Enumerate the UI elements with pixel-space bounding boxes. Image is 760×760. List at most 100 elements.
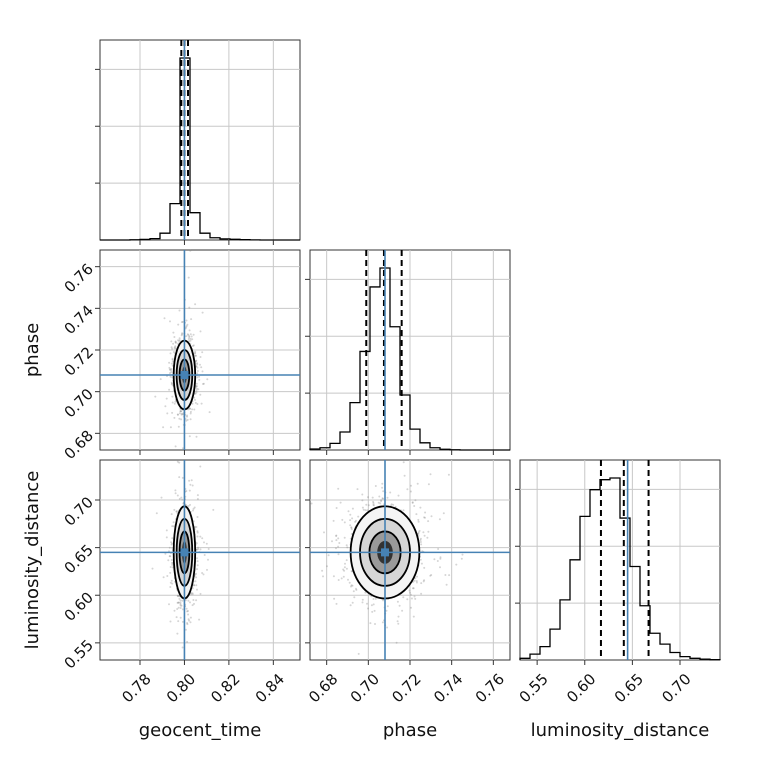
sample-point bbox=[371, 496, 374, 499]
x-tick-label: 0.65 bbox=[611, 670, 647, 706]
sample-point bbox=[337, 487, 340, 490]
sample-point bbox=[168, 361, 171, 364]
sample-point bbox=[194, 401, 197, 404]
sample-point bbox=[188, 435, 191, 438]
sample-point bbox=[427, 520, 430, 523]
sample-point bbox=[206, 568, 208, 571]
sample-point bbox=[170, 543, 173, 546]
sample-point bbox=[181, 333, 184, 336]
sample-point bbox=[168, 368, 171, 371]
sample-point bbox=[190, 593, 192, 596]
sample-point bbox=[415, 513, 418, 516]
sample-point bbox=[185, 490, 188, 492]
sample-point bbox=[352, 590, 355, 593]
sample-point bbox=[162, 576, 165, 579]
sample-point bbox=[351, 507, 354, 510]
sample-point bbox=[171, 357, 174, 360]
sample-point bbox=[409, 593, 412, 596]
sample-point bbox=[187, 610, 189, 612]
sample-point bbox=[197, 546, 199, 549]
sample-point bbox=[343, 536, 346, 539]
sample-point bbox=[189, 418, 192, 421]
sample-point bbox=[416, 482, 419, 485]
sample-point bbox=[429, 574, 432, 577]
x-tick-label: 0.70 bbox=[347, 670, 383, 706]
sample-point bbox=[382, 490, 385, 493]
sample-point bbox=[208, 411, 211, 414]
sample-point bbox=[354, 520, 357, 523]
sample-point bbox=[181, 476, 184, 479]
sample-point bbox=[347, 510, 350, 513]
sample-point bbox=[175, 510, 178, 513]
sample-point bbox=[351, 517, 354, 520]
sample-point bbox=[175, 510, 178, 513]
sample-point bbox=[192, 599, 195, 601]
sample-point bbox=[424, 516, 426, 519]
sample-point bbox=[191, 484, 194, 487]
sample-point bbox=[181, 620, 184, 623]
sample-point bbox=[196, 535, 199, 538]
sample-point bbox=[196, 372, 199, 375]
sample-point bbox=[447, 473, 450, 476]
x-tick-label: 0.78 bbox=[118, 670, 154, 706]
sample-point bbox=[419, 537, 422, 540]
sample-point bbox=[196, 370, 199, 372]
sample-point bbox=[171, 542, 174, 545]
x-tick-label: 0.72 bbox=[388, 670, 424, 706]
sample-point bbox=[189, 410, 192, 413]
truth-marker bbox=[381, 548, 389, 557]
sample-point bbox=[180, 413, 183, 416]
sample-point bbox=[178, 417, 181, 420]
sample-point bbox=[419, 541, 422, 543]
sample-point bbox=[343, 521, 346, 524]
sample-point bbox=[322, 575, 324, 578]
sample-point bbox=[433, 558, 436, 561]
sample-point bbox=[398, 604, 401, 607]
sample-point bbox=[174, 340, 177, 343]
sample-point bbox=[178, 412, 181, 415]
x-tick-label: 0.74 bbox=[430, 670, 466, 706]
sample-point bbox=[372, 503, 375, 506]
sample-point bbox=[189, 621, 192, 624]
sample-point bbox=[196, 494, 199, 497]
y-tick-label: 0.70 bbox=[61, 385, 97, 421]
sample-point bbox=[188, 336, 191, 339]
sample-point bbox=[377, 501, 380, 504]
sample-point bbox=[327, 554, 330, 557]
sample-point bbox=[178, 497, 181, 500]
sample-point bbox=[174, 489, 177, 492]
sample-point bbox=[180, 321, 183, 324]
sample-point bbox=[177, 620, 180, 623]
panel-phase-vs-luminosity_distance: 0.68 0.70 0.72 0.74 0.76 bbox=[305, 459, 511, 706]
sample-point bbox=[350, 526, 353, 529]
truth-marker bbox=[180, 371, 189, 379]
sample-point bbox=[195, 360, 198, 362]
sample-point bbox=[192, 344, 195, 347]
sample-point bbox=[355, 588, 358, 591]
sample-point bbox=[162, 426, 165, 429]
sample-point bbox=[349, 519, 352, 522]
sample-point bbox=[396, 620, 399, 623]
sample-point bbox=[189, 616, 192, 619]
sample-point bbox=[460, 557, 463, 560]
sample-point bbox=[190, 335, 193, 338]
sample-point bbox=[195, 435, 198, 438]
sample-point bbox=[176, 460, 179, 463]
panel-hist-geocent_time bbox=[95, 39, 301, 245]
sample-point bbox=[415, 580, 418, 582]
sample-point bbox=[177, 413, 179, 416]
sample-point bbox=[186, 610, 189, 613]
sample-point bbox=[194, 573, 197, 576]
sample-point bbox=[187, 613, 190, 616]
sample-point bbox=[169, 372, 171, 375]
sample-point bbox=[411, 501, 414, 504]
sample-point bbox=[372, 603, 375, 606]
sample-point bbox=[176, 494, 179, 497]
sample-point bbox=[362, 508, 365, 511]
sample-point bbox=[194, 354, 197, 357]
sample-point bbox=[171, 561, 174, 564]
sample-point bbox=[356, 488, 359, 491]
sample-point bbox=[170, 579, 173, 582]
sample-point bbox=[200, 402, 203, 405]
sample-point bbox=[194, 350, 197, 353]
